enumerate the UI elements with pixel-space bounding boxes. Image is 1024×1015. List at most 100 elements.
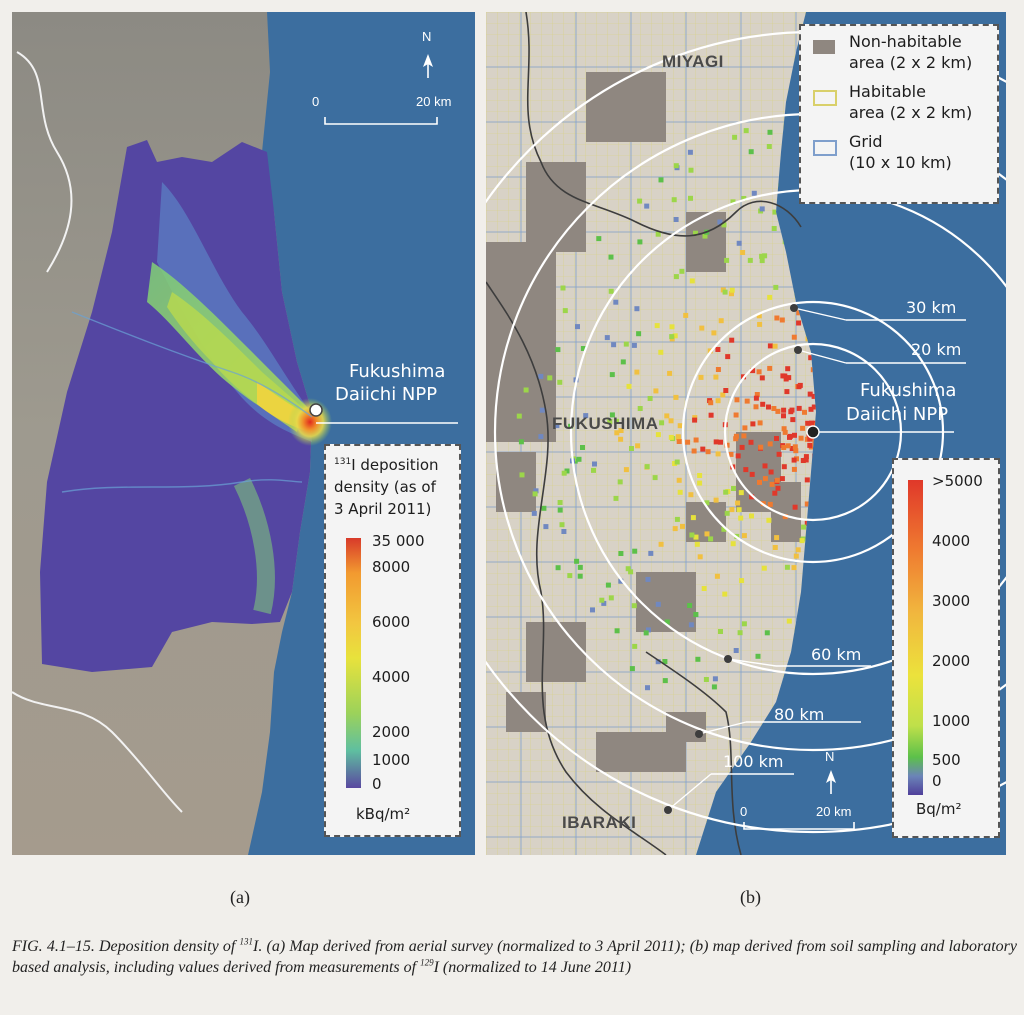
scale-bar xyxy=(324,117,438,125)
npp-label-line1: Fukushima xyxy=(349,361,446,382)
sample-point xyxy=(688,195,693,201)
sample-point xyxy=(741,433,747,439)
area-legend: Non-habitable area (2 x 2 km) Habitable … xyxy=(799,24,999,204)
sample-point xyxy=(766,144,772,149)
sample-point xyxy=(697,554,703,560)
sample-point xyxy=(750,368,756,374)
sample-point xyxy=(675,434,681,440)
sample-point xyxy=(655,231,661,237)
sample-point xyxy=(643,630,649,636)
sample-point xyxy=(713,439,719,445)
sample-point xyxy=(703,677,709,682)
concentration-colorbar xyxy=(908,480,923,795)
sample-point xyxy=(771,226,777,231)
sample-point xyxy=(567,573,573,579)
sample-point xyxy=(654,323,660,329)
prefecture-border xyxy=(525,12,802,237)
sample-point xyxy=(786,618,792,624)
sample-point xyxy=(618,436,624,442)
sample-point xyxy=(720,392,726,398)
sample-point xyxy=(592,461,597,467)
sample-point xyxy=(557,507,563,513)
sample-point xyxy=(628,569,634,575)
sample-point xyxy=(773,284,779,290)
sample-point xyxy=(774,315,780,321)
sample-point xyxy=(655,432,661,438)
sample-point xyxy=(689,278,695,284)
legend-tick: 1000 xyxy=(372,751,411,769)
sample-point xyxy=(792,444,798,450)
sample-point xyxy=(767,501,773,507)
sample-point xyxy=(614,628,620,634)
sample-point xyxy=(680,523,685,529)
sample-point xyxy=(613,495,619,501)
sample-point xyxy=(614,418,619,424)
sample-point xyxy=(645,685,650,691)
soil-sampling-map: MIYAGI FUKUSHIMA IBARAKI 30 km 20 km 60 … xyxy=(486,12,1006,855)
sample-point xyxy=(533,488,539,494)
concentration-legend: >5000 4000 3000 2000 1000 500 0 Bq/m² xyxy=(892,458,1000,838)
sample-point xyxy=(674,516,680,522)
sample-point xyxy=(635,443,641,449)
sample-point xyxy=(739,444,745,450)
region-label-ibaraki: IBARAKI xyxy=(562,813,637,832)
legend-tick: 4000 xyxy=(372,668,411,686)
sample-point xyxy=(736,240,742,246)
legend-colorbar xyxy=(346,538,361,788)
sample-point xyxy=(791,334,797,340)
sample-point xyxy=(799,538,805,544)
sample-point xyxy=(664,413,670,419)
ring-label-80km: 80 km xyxy=(774,705,825,724)
sample-point xyxy=(807,391,813,397)
sample-point xyxy=(669,334,675,340)
colorbar-tick: 500 xyxy=(932,751,961,769)
sample-point xyxy=(652,475,658,481)
sample-point xyxy=(724,510,730,516)
sample-point xyxy=(766,517,772,523)
sample-point xyxy=(810,367,816,373)
sample-point xyxy=(791,457,797,463)
sample-point xyxy=(673,394,679,400)
legend-tick: 35 000 xyxy=(372,532,425,550)
sample-point xyxy=(733,648,739,653)
sample-point xyxy=(618,578,624,584)
sample-point xyxy=(756,369,762,375)
deposition-region xyxy=(40,140,312,672)
sample-point xyxy=(699,325,705,331)
sample-point xyxy=(793,651,799,657)
sample-point xyxy=(724,257,730,263)
sample-point xyxy=(755,653,761,659)
sample-point xyxy=(805,255,811,261)
sample-point xyxy=(812,440,816,446)
legend-title-line2: density (as of xyxy=(334,478,436,496)
sample-point xyxy=(790,417,796,423)
sample-point xyxy=(767,365,773,371)
sample-point xyxy=(554,423,560,429)
sample-point xyxy=(532,491,538,497)
sample-point xyxy=(768,469,774,475)
sample-point xyxy=(574,558,580,564)
sample-point xyxy=(607,419,613,425)
sample-point xyxy=(775,408,781,414)
sample-point xyxy=(717,219,723,225)
prefecture-border xyxy=(12,691,183,813)
sample-point xyxy=(810,494,816,500)
sample-point xyxy=(648,550,654,556)
sample-point xyxy=(793,553,799,559)
north-arrow-icon xyxy=(423,54,433,67)
sample-point xyxy=(608,288,614,294)
sample-point xyxy=(793,448,799,454)
sample-point xyxy=(705,449,711,455)
sample-point xyxy=(805,420,811,426)
deposition-legend: 131I deposition density (as of 3 April 2… xyxy=(324,444,461,837)
sample-point xyxy=(697,480,703,486)
sample-point xyxy=(636,331,642,337)
sample-point xyxy=(591,467,596,473)
sample-point xyxy=(729,507,735,513)
sample-point xyxy=(708,412,714,418)
scale-end: 20 km xyxy=(816,804,852,819)
legend-tick: 0 xyxy=(372,775,382,793)
sample-point xyxy=(662,659,668,664)
ring-label-60km: 60 km xyxy=(811,645,862,664)
sample-point xyxy=(672,333,678,339)
